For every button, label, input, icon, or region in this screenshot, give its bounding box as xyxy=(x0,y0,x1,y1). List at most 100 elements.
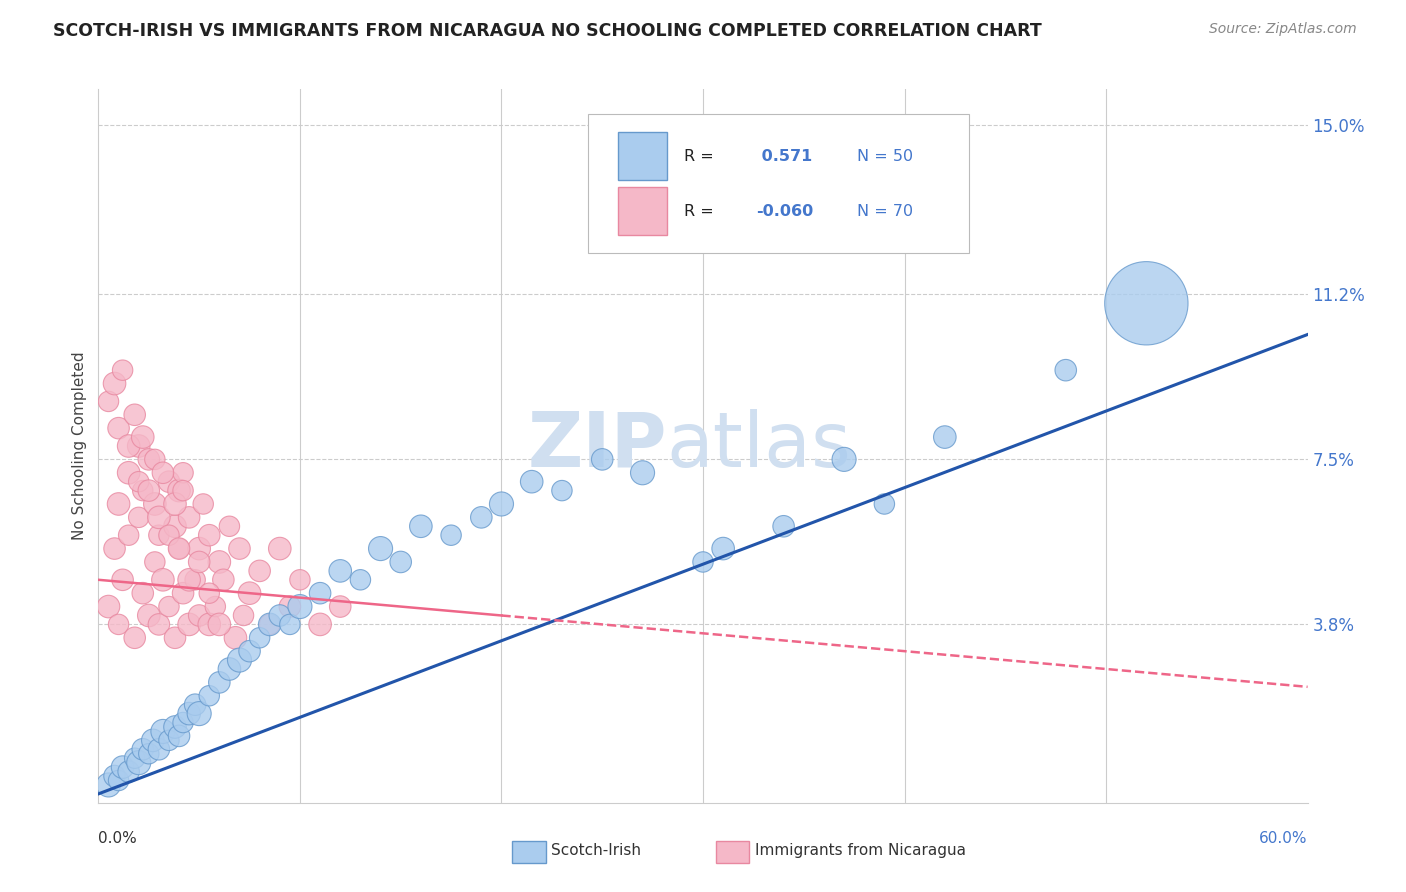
Text: SCOTCH-IRISH VS IMMIGRANTS FROM NICARAGUA NO SCHOOLING COMPLETED CORRELATION CHA: SCOTCH-IRISH VS IMMIGRANTS FROM NICARAGU… xyxy=(53,22,1042,40)
Point xyxy=(148,617,170,632)
Point xyxy=(179,706,201,721)
Point xyxy=(111,760,134,774)
Point xyxy=(249,564,271,578)
Point xyxy=(157,599,180,614)
Point xyxy=(269,608,291,623)
Point xyxy=(259,617,281,632)
Point xyxy=(157,475,180,489)
Point xyxy=(278,599,301,614)
Point xyxy=(142,733,165,747)
Point xyxy=(692,555,714,569)
Point xyxy=(269,541,291,556)
Point xyxy=(204,599,226,614)
Point xyxy=(470,510,492,524)
Point xyxy=(520,475,543,489)
Point xyxy=(118,528,141,542)
Point xyxy=(157,528,180,542)
Point xyxy=(138,608,160,623)
Text: 0.571: 0.571 xyxy=(756,149,813,164)
Point xyxy=(143,555,166,569)
Point xyxy=(1135,296,1157,310)
Point xyxy=(107,773,129,788)
Point xyxy=(128,439,150,453)
Point xyxy=(188,706,211,721)
Point xyxy=(167,541,190,556)
Point xyxy=(179,573,201,587)
Point xyxy=(152,724,174,739)
Text: Scotch-Irish: Scotch-Irish xyxy=(551,843,641,857)
Point xyxy=(309,586,332,600)
FancyBboxPatch shape xyxy=(619,132,666,180)
Point xyxy=(370,541,392,556)
Point xyxy=(163,519,186,533)
Point xyxy=(132,742,155,756)
Point xyxy=(232,608,254,623)
Point xyxy=(188,541,211,556)
Point xyxy=(118,466,141,480)
Point xyxy=(172,586,194,600)
Point xyxy=(329,564,352,578)
Point xyxy=(631,466,654,480)
Point xyxy=(329,599,352,614)
Text: N = 70: N = 70 xyxy=(856,203,912,219)
Point xyxy=(208,555,231,569)
Point xyxy=(591,452,613,467)
Point xyxy=(188,608,211,623)
Point xyxy=(711,541,734,556)
Point xyxy=(128,475,150,489)
Point xyxy=(148,528,170,542)
Point xyxy=(491,497,513,511)
Point xyxy=(163,497,186,511)
Point xyxy=(1054,363,1077,377)
Point xyxy=(198,586,221,600)
Point xyxy=(188,555,211,569)
Point xyxy=(278,617,301,632)
Point xyxy=(128,510,150,524)
Point xyxy=(249,631,271,645)
FancyBboxPatch shape xyxy=(588,114,969,253)
Point xyxy=(118,439,141,453)
Point xyxy=(138,747,160,761)
Point xyxy=(772,519,794,533)
FancyBboxPatch shape xyxy=(619,187,666,235)
Y-axis label: No Schooling Completed: No Schooling Completed xyxy=(72,351,87,541)
Point xyxy=(179,510,201,524)
Point xyxy=(218,662,240,676)
Text: N = 50: N = 50 xyxy=(856,149,912,164)
Point xyxy=(132,483,155,498)
Point xyxy=(103,769,125,783)
Point xyxy=(97,394,120,409)
Text: 0.0%: 0.0% xyxy=(98,831,138,847)
Point xyxy=(198,528,221,542)
Point xyxy=(198,617,221,632)
Point xyxy=(309,617,332,632)
Text: ZIP: ZIP xyxy=(527,409,666,483)
Point xyxy=(288,599,311,614)
Point xyxy=(132,430,155,444)
Point xyxy=(172,466,194,480)
Text: Immigrants from Nicaragua: Immigrants from Nicaragua xyxy=(755,843,966,857)
Point xyxy=(143,497,166,511)
Point xyxy=(103,541,125,556)
Text: -0.060: -0.060 xyxy=(756,203,814,219)
Point xyxy=(138,452,160,467)
Point xyxy=(218,519,240,533)
Point xyxy=(167,483,190,498)
Point xyxy=(107,421,129,435)
Point xyxy=(409,519,432,533)
Point xyxy=(193,497,215,511)
Point xyxy=(107,617,129,632)
Point xyxy=(148,742,170,756)
Point xyxy=(259,617,281,632)
Point xyxy=(934,430,956,444)
Point xyxy=(107,497,129,511)
Point xyxy=(163,720,186,734)
Point xyxy=(97,778,120,792)
Point xyxy=(832,452,855,467)
Point xyxy=(111,363,134,377)
Point xyxy=(224,631,246,645)
Point xyxy=(208,617,231,632)
Point xyxy=(138,483,160,498)
Point xyxy=(184,573,207,587)
Text: R =: R = xyxy=(683,149,718,164)
